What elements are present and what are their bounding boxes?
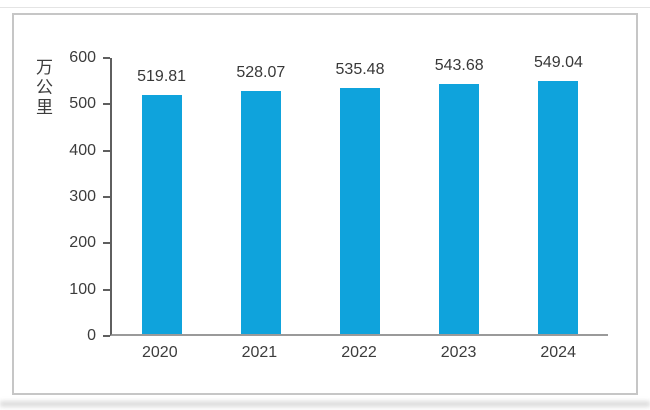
bar-value-label: 549.04	[533, 54, 583, 72]
page-bottom-shadow	[0, 401, 650, 407]
bar	[141, 94, 182, 334]
chart-frame: 万公里 0 100 200 300 400 500 600 519.81 528.07 535.…	[12, 13, 638, 395]
bar	[439, 83, 480, 334]
bar-slot: 519.81	[112, 58, 211, 334]
y-axis-title: 万公里	[33, 58, 52, 118]
bar	[340, 87, 380, 334]
x-axis-labels: 2020 2021 2022 2023 2024	[110, 344, 608, 362]
y-tick-label: 600	[69, 49, 96, 66]
y-tick-label: 0	[87, 327, 96, 344]
y-tick-mark	[103, 57, 110, 59]
bar-value-label: 519.81	[137, 67, 187, 85]
bar-slot: 528.07	[211, 58, 310, 334]
y-axis-ticks: 0 100 200 300 400 500 600	[69, 49, 608, 344]
y-tick-mark	[103, 196, 110, 198]
bars-layer: 519.81 528.07 535.48 543.68 549.04	[112, 54, 608, 334]
plot-area: 0 100 200 300 400 500 600 519.81 528.07 535.48 54…	[69, 49, 608, 344]
y-tick-mark	[103, 242, 110, 245]
x-axis-label: 2023	[440, 344, 477, 361]
x-axis-label: 2024	[540, 344, 576, 361]
bar-slot: 535.48	[310, 58, 409, 334]
bar-value-label: 535.48	[335, 60, 385, 78]
bar-slot: 543.68	[410, 56, 509, 334]
y-tick-label: 400	[69, 141, 96, 159]
y-tick-mark	[103, 335, 110, 337]
x-axis-label: 2021	[241, 344, 278, 361]
bar-slot: 549.04	[509, 54, 608, 334]
y-tick-mark	[103, 288, 110, 291]
bar-value-label: 528.07	[236, 64, 286, 82]
y-tick-label: 100	[69, 280, 96, 298]
bar-value-label: 543.68	[434, 56, 484, 74]
y-tick-mark	[103, 103, 110, 106]
y-tick-label: 300	[69, 188, 96, 205]
bar	[538, 81, 579, 334]
y-tick-mark	[103, 149, 110, 152]
x-axis-label: 2020	[142, 344, 178, 361]
bar	[240, 91, 281, 334]
page-top-divider	[0, 7, 650, 8]
x-axis-label: 2022	[341, 344, 377, 361]
y-tick-label: 200	[69, 234, 96, 252]
y-tick-label: 500	[69, 95, 96, 113]
